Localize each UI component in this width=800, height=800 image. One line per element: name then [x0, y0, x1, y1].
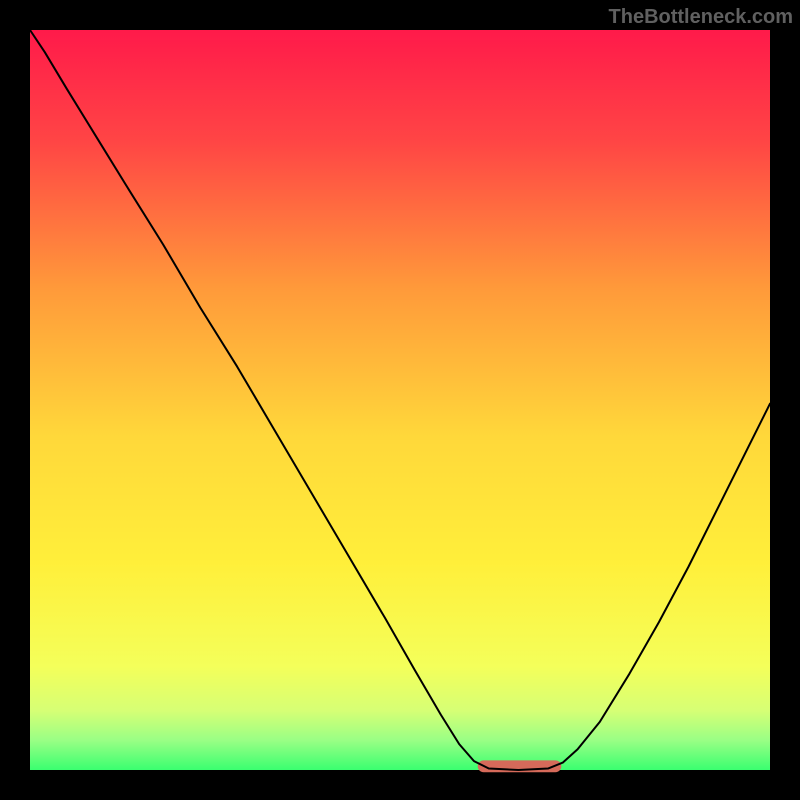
watermark-text: TheBottleneck.com [609, 6, 793, 29]
chart-container: TheBottleneck.com [0, 0, 800, 800]
chart-svg [0, 0, 800, 800]
plot-background [30, 30, 770, 770]
